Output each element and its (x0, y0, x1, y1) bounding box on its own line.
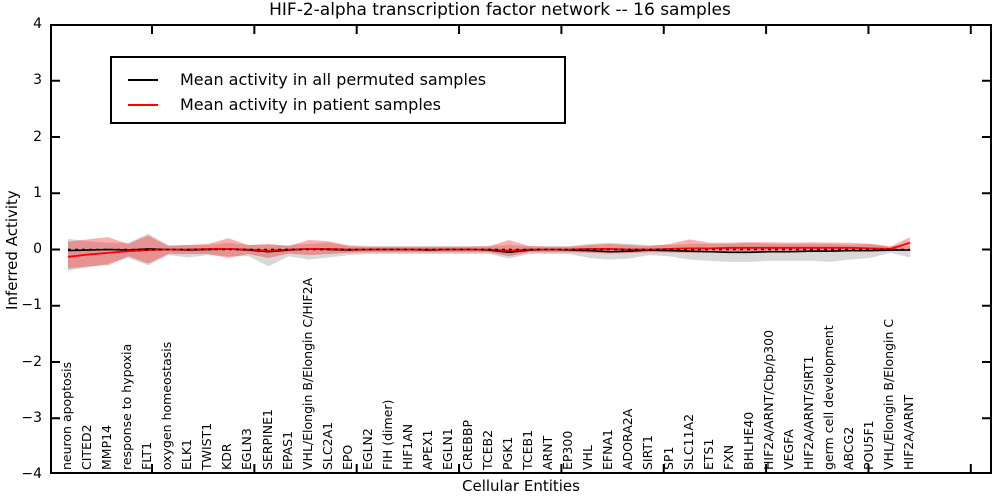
x-tick-label: KDR (219, 443, 235, 470)
x-tick-label: EPO (339, 444, 355, 470)
x-tick-label: TCEB2 (480, 429, 496, 470)
x-tick-label: EFNA1 (600, 429, 616, 470)
x-tick-label: HIF1AN (399, 423, 415, 470)
x-tick-label: ARNT (540, 435, 556, 470)
legend-label: Mean activity in all permuted samples (180, 70, 487, 89)
legend-line-sample-black (128, 78, 158, 81)
plot-area: Mean activity in all permuted samples Me… (50, 24, 992, 474)
x-tick-label: HIF2A/ARNT/SIRT1 (800, 355, 816, 470)
x-tick-label: EGLN3 (239, 428, 255, 470)
x-tick-label: FLT1 (139, 441, 155, 470)
x-tick-label: MMP14 (99, 424, 115, 470)
x-tick-label: germ cell development (820, 325, 836, 470)
plot-svg (52, 26, 990, 472)
y-tick-label: −4 (21, 466, 42, 482)
x-tick-label: POU5F1 (861, 420, 876, 470)
x-tick-label: HIF2A/ARNT/Cbp/p300 (760, 329, 776, 470)
x-tick-label: VHL/Elongin B/Elongin C (881, 318, 897, 470)
confidence-band-permuted (68, 233, 911, 271)
y-tick-label: 4 (33, 16, 42, 32)
x-tick-label: TWIST1 (199, 422, 215, 470)
x-tick-label: response to hypoxia (119, 343, 135, 470)
x-tick-label: EGLN2 (359, 428, 375, 470)
x-tick-label: EGLN1 (439, 428, 455, 470)
x-tick-label: ELK1 (179, 438, 195, 470)
legend-item-permuted: Mean activity in all permuted samples (112, 67, 564, 92)
legend-line-sample-red (128, 103, 158, 106)
x-tick-label: BHLHE40 (740, 411, 756, 470)
x-tick-label: SLC2A1 (319, 421, 335, 470)
confidence-band-patient (68, 235, 911, 269)
x-tick-label: neuron apoptosis (59, 361, 74, 470)
y-tick-label: 1 (33, 184, 42, 201)
legend: Mean activity in all permuted samples Me… (110, 56, 566, 124)
y-tick-label: 0 (33, 241, 42, 257)
x-tick-label: ABCG2 (840, 426, 856, 470)
y-tick-label: 3 (33, 72, 42, 89)
x-tick-label: TCEB1 (520, 429, 536, 470)
legend-item-patient: Mean activity in patient samples (112, 92, 564, 117)
x-tick-label: EP300 (560, 430, 576, 470)
x-tick-label: VEGFA (780, 429, 796, 470)
x-tick-label: ADORA2A (620, 408, 636, 470)
y-tick-label: 2 (33, 128, 42, 145)
x-tick-label: APEX1 (419, 429, 435, 470)
x-tick-label: CREBBP (460, 420, 475, 470)
y-tick-label: −3 (21, 409, 42, 426)
x-tick-label: FXN (720, 444, 736, 470)
y-tick-label: −2 (21, 353, 42, 370)
x-tick-label: SIRT1 (640, 435, 656, 470)
x-tick-label: ETS1 (700, 438, 716, 470)
x-tick-label: SERPINE1 (259, 409, 275, 470)
x-tick-label: SLC11A2 (680, 413, 696, 470)
x-tick-label: EPAS1 (279, 430, 295, 470)
x-tick-label: VHL (580, 445, 596, 470)
x-tick-label: HIF2A/ARNT (901, 394, 917, 470)
chart-title: HIF-2-alpha transcription factor network… (269, 0, 731, 20)
x-tick-label: SP1 (660, 446, 676, 470)
legend-label: Mean activity in patient samples (180, 95, 441, 114)
x-tick-label: CITED2 (79, 424, 95, 470)
y-tick-label: −1 (21, 297, 42, 314)
x-tick-label: PGK1 (500, 436, 516, 470)
x-tick-label: VHL/Elongin B/Elongin C/HIF2A (299, 277, 315, 470)
x-tick-label: oxygen homeostasis (159, 341, 175, 470)
x-axis-label: Cellular Entities (462, 477, 580, 495)
x-tick-label: FIH (dimer) (379, 399, 395, 470)
